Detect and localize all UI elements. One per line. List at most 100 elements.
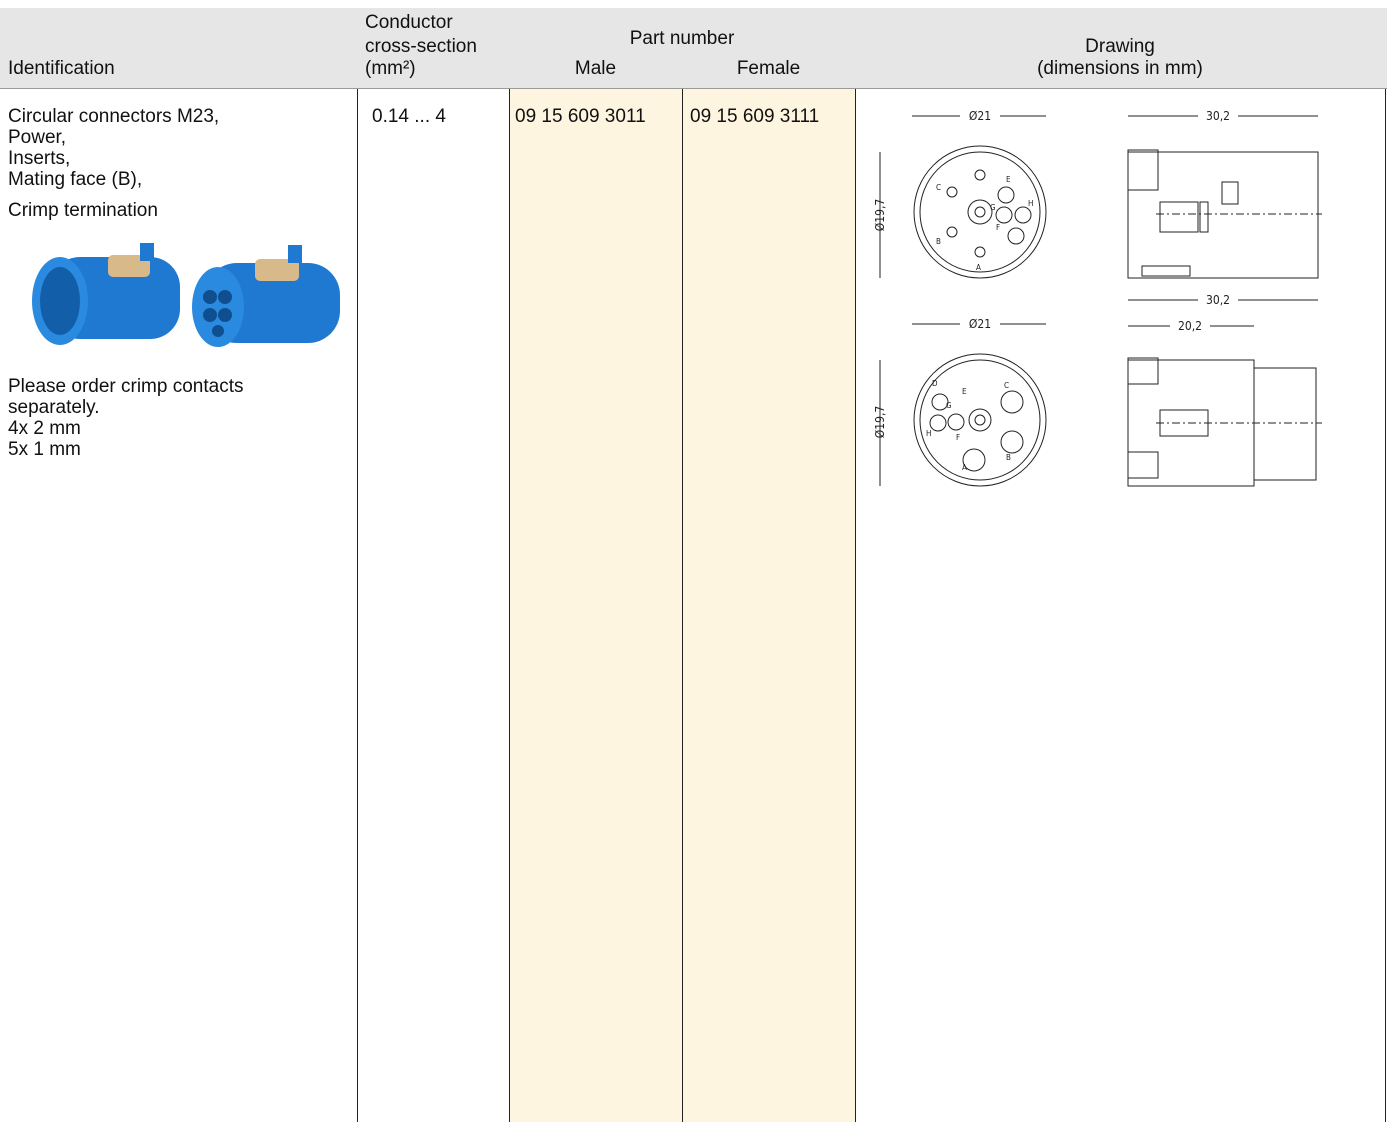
front-view-part [960,109,1000,123]
front-view: Ø21 Ø19,7 D E C H G F A B [873,317,1047,487]
side-view-part [1199,201,1209,233]
front-view-part [1014,206,1032,224]
header-drawing: Drawing [1085,36,1155,57]
side-view-part [1127,451,1159,479]
header-drawing-units: (dimensions in mm) [1037,58,1203,79]
female-insert-part [218,308,232,322]
dimension-label: Ø19,7 [873,199,887,232]
front-view-part [1000,430,1024,454]
female-insert [192,245,340,347]
dimension-label: 30,2 [1206,293,1230,307]
front-view-part [947,413,965,431]
pin-label: A [976,263,981,272]
female-insert-part [255,259,299,281]
side-view-part [1198,109,1238,123]
male-part-number: 09 15 609 3011 [515,106,646,127]
female-insert-part [218,290,232,304]
pin-label: F [956,433,960,442]
pin-label: A [962,463,967,472]
side-view-part [1170,319,1210,333]
header-identification: Identification [8,58,115,79]
female-insert-part [288,245,302,263]
technical-drawings: Ø21 Ø19,7 C E H G F B A 30,2 Ø21 Ø19,7 [873,109,1322,487]
side-view: 30,2 20,2 [1127,293,1322,487]
front-view-part [931,393,949,411]
side-view-part [1159,201,1199,233]
side-view-part [1127,151,1319,279]
front-view: Ø21 Ø19,7 C E H G F B A [873,109,1047,279]
dimension-label: Ø19,7 [873,406,887,439]
side-view-part [1141,265,1191,277]
front-view-part [974,206,986,218]
front-view-part [1000,390,1024,414]
identification-line: Circular connectors M23, [8,106,220,127]
column-divider [1385,89,1386,1122]
front-view-part [974,169,986,181]
pin-label: H [1028,199,1033,208]
note-line: Please order crimp contacts [8,376,244,397]
pin-label: E [962,387,967,396]
male-insert-part [108,255,150,277]
front-view-part [913,353,1047,487]
male-insert [32,243,180,345]
identification-line: Crimp termination [8,200,158,221]
pin-label: D [932,379,938,388]
front-view-part [967,199,993,225]
front-view-part [995,206,1013,224]
conductor-value: 0.14 ... 4 [372,106,446,127]
female-insert-part [203,308,217,322]
male-insert-part [140,243,154,261]
front-view-part [929,414,947,432]
side-view-part [1221,181,1239,205]
front-view-part [919,151,1041,273]
pin-label: C [936,183,941,192]
header-band [0,8,1387,89]
front-view-part [913,145,1047,279]
column-divider [357,89,358,1122]
header-conductor: Conductor [365,12,453,33]
header-male: Male [574,58,617,79]
product-photo [32,243,340,347]
female-insert-part [212,325,224,337]
front-view-part [962,448,986,472]
pin-label: F [996,223,1000,232]
front-view-part [946,226,958,238]
front-view-part [960,317,1000,331]
side-view: 30,2 [1127,109,1322,279]
front-view-part [997,186,1015,204]
pin-label: B [1006,453,1011,462]
front-view-part [974,414,986,426]
side-view-part [1253,367,1317,481]
dimension-label: 20,2 [1178,319,1202,333]
header-part-number: Part number [629,28,735,49]
side-view-part [1127,357,1159,385]
female-insert-part [192,267,244,347]
pin-label: B [936,237,941,246]
front-view-part [919,359,1041,481]
front-view-part [968,408,992,432]
dimension-label: Ø21 [969,317,991,331]
header-conductor: cross-section [365,36,477,57]
pin-label: G [990,203,996,212]
identification-line: Inserts, [8,148,71,169]
dimension-label: 30,2 [1206,109,1230,123]
female-insert-part [203,290,217,304]
header-female: Female [736,58,801,79]
identification-line: Power, [8,127,67,148]
pin-label: H [926,429,931,438]
dimension-label: Ø21 [969,109,991,123]
pin-label: G [946,401,952,410]
pin-label: E [1006,175,1011,184]
column-divider [682,89,683,1122]
column-divider [509,89,510,1122]
header-conductor: (mm²) [365,58,416,79]
pin-label: C [1004,381,1009,390]
male-insert-part [40,267,80,335]
front-view-part [1007,227,1025,245]
female-part-number: 09 15 609 3111 [690,106,820,127]
note-line: 5x 1 mm [8,439,81,460]
front-view-part [946,186,958,198]
front-view-part [974,246,986,258]
